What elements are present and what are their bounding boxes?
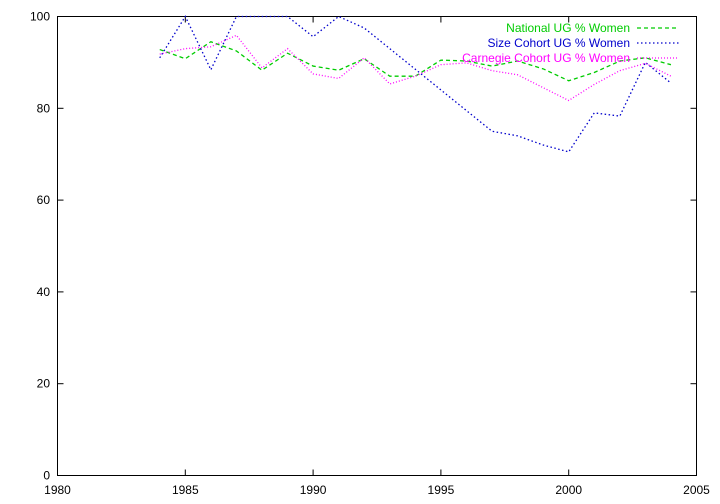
y-tick-labels: 0 20 40 60 80 100 (30, 10, 50, 483)
x-tick-label: 2000 (555, 483, 582, 497)
y-tick-label: 0 (43, 469, 50, 483)
x-tick-label: 1995 (428, 483, 455, 497)
legend-label-3: Carnegie Cohort UG % Women (462, 51, 630, 65)
series-line-3 (159, 34, 672, 102)
y-tick-label: 20 (37, 377, 51, 391)
y-tick-label: 60 (37, 193, 51, 207)
x-tick-label: 2005 (683, 483, 710, 497)
x-tick-label: 1980 (44, 483, 71, 497)
y-tick-label: 100 (30, 10, 50, 24)
series-lines (159, 15, 672, 153)
y-tick-label: 40 (37, 285, 51, 299)
x-tick-label: 1990 (300, 483, 327, 497)
x-tick-labels: 1980 1985 1990 1995 2000 2005 (44, 483, 710, 497)
plot-frame (57, 16, 697, 476)
series-line-2 (159, 15, 672, 153)
y-tick-label: 80 (37, 101, 51, 115)
axis-ticks (57, 16, 697, 476)
legend-label-1: National UG % Women (506, 21, 630, 35)
legend-label-2: Size Cohort UG % Women (488, 36, 631, 50)
x-tick-label: 1985 (172, 483, 199, 497)
